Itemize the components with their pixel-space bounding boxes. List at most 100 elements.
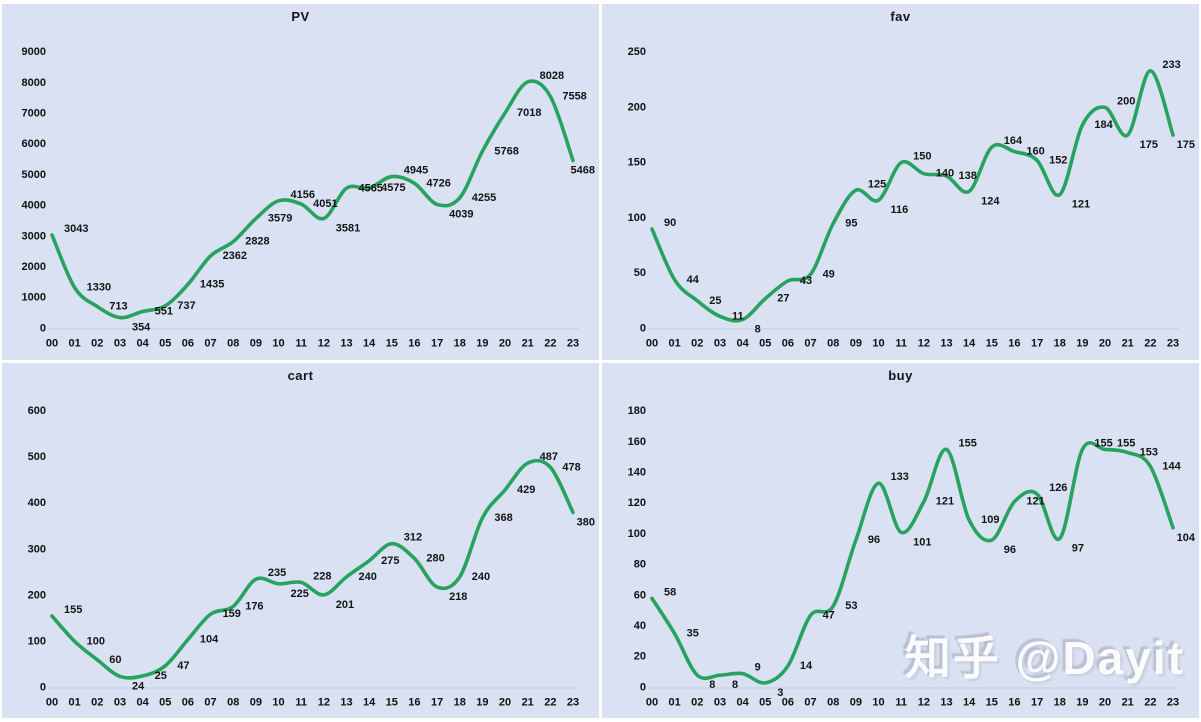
svg-text:16: 16 [408, 337, 420, 349]
svg-text:600: 600 [28, 405, 46, 417]
svg-text:06: 06 [182, 337, 194, 349]
svg-text:00: 00 [46, 696, 58, 708]
svg-text:429: 429 [517, 483, 535, 495]
svg-text:20: 20 [1099, 337, 1111, 349]
svg-text:101: 101 [913, 536, 931, 548]
svg-text:155: 155 [1117, 437, 1135, 449]
svg-text:07: 07 [804, 696, 816, 708]
svg-text:8000: 8000 [22, 77, 46, 89]
svg-text:159: 159 [223, 608, 241, 620]
svg-text:80: 80 [634, 558, 646, 570]
svg-text:40: 40 [634, 620, 646, 632]
svg-text:01: 01 [669, 696, 681, 708]
cart-line-chart: 0 100 200 300 400 500 600 00 01 02 03 04 05 06 07 08 09 1… [28, 405, 595, 708]
chart-title-cart: cart [287, 367, 314, 383]
svg-text:5468: 5468 [571, 165, 595, 177]
svg-text:53: 53 [845, 600, 857, 612]
svg-text:04: 04 [736, 696, 749, 708]
cart-data-labels: 155 100 60 24 25 47 104 159 176 235 225 228 201 240 27… [64, 451, 595, 692]
svg-text:16: 16 [1008, 337, 1020, 349]
svg-text:713: 713 [109, 301, 127, 313]
svg-text:7018: 7018 [517, 107, 541, 119]
svg-text:06: 06 [182, 696, 194, 708]
fav-y-axis-ticks: 0 50 100 150 200 250 [628, 46, 646, 334]
chart-title-pv: PV [291, 9, 310, 24]
cart-y-axis-ticks: 0 100 200 300 400 500 600 [28, 405, 46, 693]
svg-text:368: 368 [494, 511, 512, 523]
svg-text:10: 10 [872, 696, 884, 708]
svg-text:14: 14 [963, 696, 976, 708]
svg-text:109: 109 [981, 514, 999, 526]
svg-text:7558: 7558 [562, 90, 586, 102]
svg-text:312: 312 [404, 531, 422, 543]
svg-text:8: 8 [709, 679, 715, 691]
svg-text:22: 22 [544, 696, 556, 708]
svg-text:124: 124 [981, 195, 1000, 207]
svg-text:6000: 6000 [22, 138, 46, 150]
svg-text:16: 16 [408, 696, 420, 708]
svg-text:2828: 2828 [245, 236, 269, 248]
svg-text:400: 400 [28, 497, 46, 509]
svg-text:03: 03 [714, 696, 726, 708]
svg-text:153: 153 [1140, 446, 1158, 458]
svg-text:06: 06 [782, 696, 794, 708]
svg-text:144: 144 [1162, 460, 1181, 472]
svg-text:14: 14 [363, 337, 376, 349]
svg-text:478: 478 [562, 461, 580, 473]
svg-text:18: 18 [454, 696, 466, 708]
svg-text:280: 280 [426, 552, 444, 564]
svg-text:184: 184 [1094, 119, 1113, 131]
svg-text:4000: 4000 [22, 200, 46, 212]
svg-text:300: 300 [28, 543, 46, 555]
svg-text:13: 13 [340, 696, 352, 708]
svg-text:14: 14 [963, 337, 976, 349]
svg-text:121: 121 [1072, 199, 1090, 211]
svg-text:18: 18 [454, 337, 466, 349]
svg-text:00: 00 [46, 337, 58, 349]
svg-text:4255: 4255 [472, 192, 496, 204]
svg-text:60: 60 [634, 589, 646, 601]
buy-data-labels: 58 35 8 8 9 3 14 47 53 96 133 101 121 155 109 96 121 126 9… [664, 437, 1196, 698]
svg-text:380: 380 [577, 516, 595, 528]
svg-text:02: 02 [691, 337, 703, 349]
svg-text:0: 0 [40, 322, 46, 334]
svg-text:20: 20 [499, 337, 511, 349]
svg-text:1000: 1000 [22, 292, 46, 304]
svg-text:100: 100 [28, 635, 46, 647]
svg-text:22: 22 [1144, 696, 1156, 708]
svg-text:18: 18 [1054, 337, 1066, 349]
svg-text:20: 20 [1099, 696, 1111, 708]
svg-text:140: 140 [936, 168, 954, 180]
svg-text:17: 17 [1031, 696, 1043, 708]
svg-text:20: 20 [499, 696, 511, 708]
svg-text:21: 21 [522, 696, 534, 708]
chart-panel-buy: buy 0 20 40 60 80 100 120 140 160 180 00 01 02 03 04 05… [602, 362, 1199, 718]
svg-text:0: 0 [640, 681, 646, 693]
svg-text:21: 21 [522, 337, 534, 349]
svg-text:17: 17 [431, 696, 443, 708]
svg-text:15: 15 [986, 337, 998, 349]
svg-text:35: 35 [687, 627, 699, 639]
svg-text:200: 200 [1117, 95, 1135, 107]
svg-text:228: 228 [313, 570, 331, 582]
svg-text:12: 12 [918, 696, 930, 708]
svg-text:8: 8 [732, 679, 738, 691]
svg-text:19: 19 [1076, 696, 1088, 708]
svg-text:4565: 4565 [358, 182, 382, 194]
svg-text:126: 126 [1049, 481, 1067, 493]
svg-text:11: 11 [895, 696, 907, 708]
buy-series-line [650, 440, 1175, 685]
svg-text:275: 275 [381, 554, 399, 566]
svg-text:08: 08 [227, 696, 239, 708]
pv-data-labels: 3043 1330 713 354 551 737 1435 2362 2828 3579 4156… [64, 70, 595, 334]
svg-text:3043: 3043 [64, 223, 88, 235]
svg-text:08: 08 [827, 696, 839, 708]
svg-text:240: 240 [358, 570, 376, 582]
svg-text:225: 225 [291, 587, 309, 599]
svg-text:116: 116 [891, 204, 909, 216]
svg-text:17: 17 [1031, 337, 1043, 349]
pv-x-axis-ticks: 00 01 02 03 04 05 06 07 08 09 10 11 12 13 14 15 16 17 18 19… [46, 337, 579, 349]
svg-text:218: 218 [449, 591, 467, 603]
svg-text:155: 155 [958, 437, 976, 449]
svg-text:90: 90 [664, 217, 676, 229]
